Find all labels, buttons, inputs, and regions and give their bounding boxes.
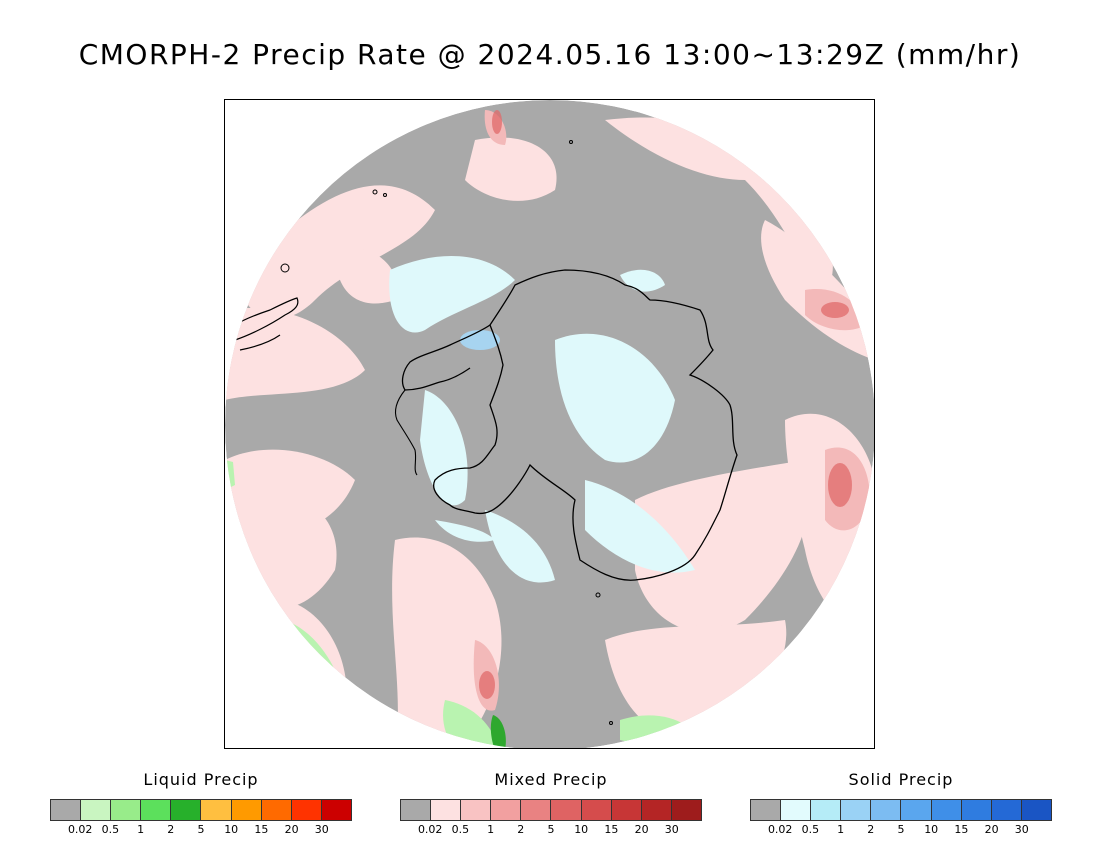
legend-liquid-title: Liquid Precip bbox=[143, 770, 259, 789]
legend-swatch bbox=[201, 800, 232, 820]
legend-liquid-ticks: 0.02 0.5 1 2 5 10 15 20 30 bbox=[50, 823, 352, 839]
legend-swatch bbox=[51, 800, 82, 820]
legend-tick: 20 bbox=[284, 823, 299, 836]
legend-tick: 5 bbox=[197, 823, 205, 836]
legend-swatch bbox=[81, 800, 112, 820]
legend-tick: 5 bbox=[897, 823, 905, 836]
legend-tick: 20 bbox=[634, 823, 649, 836]
legend-tick: 0.5 bbox=[451, 823, 470, 836]
legend-swatch bbox=[671, 800, 701, 820]
legend-swatch bbox=[751, 800, 782, 820]
mixed-precip-strong bbox=[479, 110, 852, 699]
solid-precip-medium bbox=[460, 330, 500, 350]
polar-precip-map bbox=[224, 99, 875, 749]
legend-mixed-title: Mixed Precip bbox=[494, 770, 608, 789]
island-outlines bbox=[280, 140, 613, 725]
legend-tick: 2 bbox=[517, 823, 525, 836]
legend-tick: 10 bbox=[924, 823, 939, 836]
legend-swatch bbox=[291, 800, 322, 820]
legend-swatch bbox=[551, 800, 582, 820]
legend-swatch bbox=[231, 800, 262, 820]
legend-tick: 30 bbox=[314, 823, 329, 836]
legend-tick: 2 bbox=[867, 823, 875, 836]
legend-swatch bbox=[111, 800, 142, 820]
legend-tick: 15 bbox=[954, 823, 969, 836]
legend-swatch bbox=[641, 800, 672, 820]
legend-tick: 2 bbox=[167, 823, 175, 836]
legend-swatch bbox=[491, 800, 522, 820]
legend-tick: 20 bbox=[984, 823, 999, 836]
legend-solid-swatches bbox=[750, 799, 1052, 821]
legend-tick: 15 bbox=[604, 823, 619, 836]
legend-tick: 1 bbox=[837, 823, 845, 836]
legend-swatch bbox=[461, 800, 492, 820]
legend-tick: 0.5 bbox=[801, 823, 820, 836]
legend-swatch bbox=[931, 800, 962, 820]
legend-solid-title: Solid Precip bbox=[848, 770, 954, 789]
chart-title: CMORPH-2 Precip Rate @ 2024.05.16 13:00~… bbox=[78, 38, 1022, 71]
legend-tick: 30 bbox=[664, 823, 679, 836]
antarctic-peninsula-tip bbox=[394, 389, 418, 476]
legend-swatch bbox=[171, 800, 202, 820]
legend-swatch bbox=[141, 800, 172, 820]
legend-mixed-swatches bbox=[400, 799, 702, 821]
south-america-coastline bbox=[234, 297, 299, 351]
map-canvas bbox=[225, 100, 874, 748]
liquid-precip-strong bbox=[490, 715, 506, 748]
legend-tick: 0.02 bbox=[417, 823, 443, 836]
antarctica-coastline bbox=[433, 269, 738, 581]
legend-tick: 1 bbox=[137, 823, 145, 836]
legend-swatch bbox=[991, 800, 1022, 820]
legend-tick: 0.02 bbox=[67, 823, 93, 836]
legend-tick: 10 bbox=[574, 823, 589, 836]
legend-swatch bbox=[581, 800, 612, 820]
legend-swatch bbox=[841, 800, 872, 820]
legend-swatch bbox=[871, 800, 902, 820]
legend-tick: 5 bbox=[547, 823, 555, 836]
legend-mixed-precip: Mixed Precip 0.02 0.5 1 2 5 10 15 20 30 bbox=[400, 770, 702, 839]
legend-swatch bbox=[261, 800, 292, 820]
legend-swatch bbox=[431, 800, 462, 820]
legend-swatch bbox=[401, 800, 432, 820]
legend-swatch bbox=[521, 800, 552, 820]
legend-swatch bbox=[611, 800, 642, 820]
legend-swatch bbox=[811, 800, 842, 820]
legend-swatch bbox=[961, 800, 992, 820]
legend-liquid-swatches bbox=[50, 799, 352, 821]
legend-mixed-ticks: 0.02 0.5 1 2 5 10 15 20 30 bbox=[400, 823, 702, 839]
legend-tick: 30 bbox=[1014, 823, 1029, 836]
legend-swatch bbox=[321, 800, 351, 820]
legend-tick: 10 bbox=[224, 823, 239, 836]
antarctic-peninsula-coastline bbox=[401, 324, 491, 391]
legend-tick: 15 bbox=[254, 823, 269, 836]
legend-swatch bbox=[1021, 800, 1051, 820]
legend-swatch bbox=[901, 800, 932, 820]
legend-tick: 0.02 bbox=[767, 823, 793, 836]
legend-liquid-precip: Liquid Precip 0.02 0.5 1 2 5 10 15 20 30 bbox=[50, 770, 352, 839]
legend-solid-ticks: 0.02 0.5 1 2 5 10 15 20 30 bbox=[750, 823, 1052, 839]
legend-swatch bbox=[781, 800, 812, 820]
legend-tick: 0.5 bbox=[101, 823, 120, 836]
legend-tick: 1 bbox=[487, 823, 495, 836]
legend-solid-precip: Solid Precip 0.02 0.5 1 2 5 10 15 20 30 bbox=[750, 770, 1052, 839]
